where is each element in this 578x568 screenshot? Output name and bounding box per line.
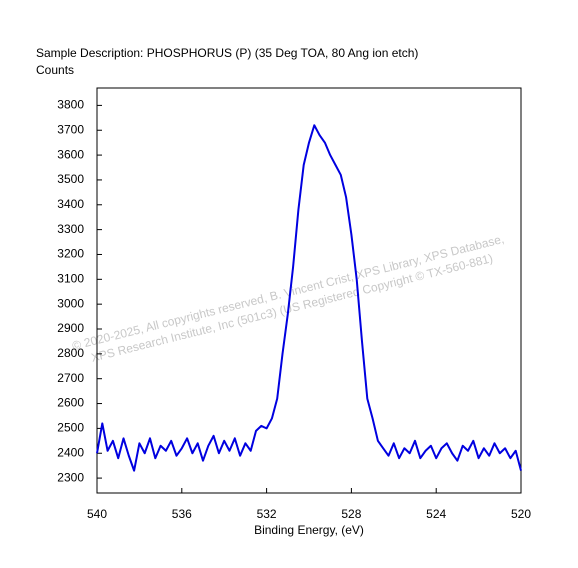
y-tick-label: 3600	[57, 147, 84, 161]
y-tick-label: 3000	[57, 296, 84, 310]
y-tick-label: 3400	[57, 197, 84, 211]
plot-frame	[96, 87, 522, 494]
y-axis-label: Counts	[36, 63, 74, 77]
y-tick-label: 3500	[57, 172, 84, 186]
y-tick-label: 2600	[57, 396, 84, 410]
y-tick-label: 2700	[57, 371, 84, 385]
y-tick-label: 2500	[57, 421, 84, 435]
y-tick-label: 3200	[57, 247, 84, 261]
x-tick-label: 532	[257, 507, 277, 521]
x-tick-label: 528	[341, 507, 361, 521]
x-axis-label: Binding Energy, (eV)	[254, 523, 364, 537]
y-tick-label: 2400	[57, 445, 84, 459]
x-tick-label: 540	[87, 507, 107, 521]
x-tick-label: 520	[511, 507, 531, 521]
x-tick-label: 536	[172, 507, 192, 521]
y-tick-label: 2900	[57, 321, 84, 335]
x-tick-label: 524	[426, 507, 446, 521]
y-tick-label: 3100	[57, 271, 84, 285]
y-tick-label: 2300	[57, 470, 84, 484]
spectrum-line	[96, 124, 522, 472]
y-tick-label: 3300	[57, 222, 84, 236]
chart-title: Sample Description: PHOSPHORUS (P) (35 D…	[36, 46, 418, 60]
y-tick-label: 2800	[57, 346, 84, 360]
y-tick-label: 3800	[57, 98, 84, 112]
watermark-line: © 2020-2025, All copyrights reserved, B.…	[71, 232, 506, 353]
y-tick-label: 3700	[57, 122, 84, 136]
